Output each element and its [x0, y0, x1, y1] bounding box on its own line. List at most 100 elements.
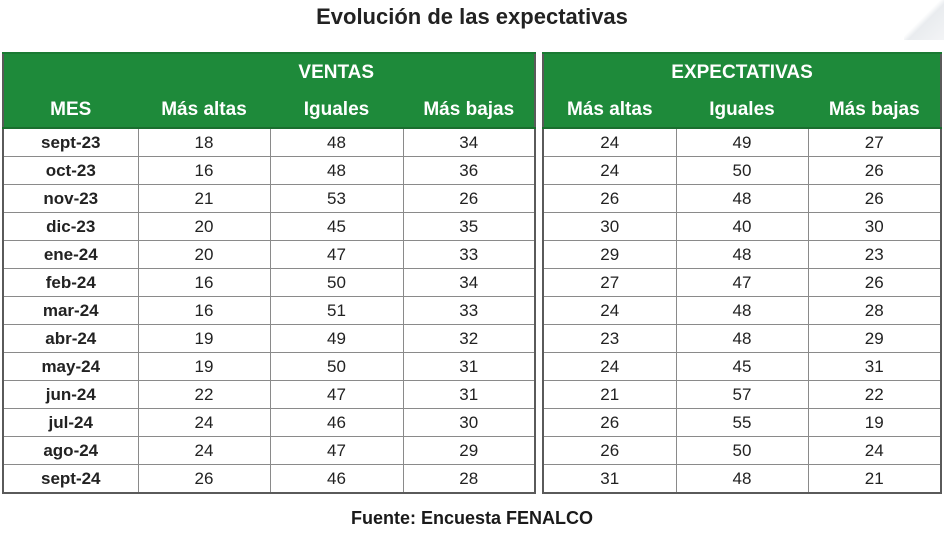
expectativas-mas-bajas-cell: 24 — [807, 436, 942, 465]
mes-column-header: MES — [2, 92, 139, 129]
ventas-mas-bajas-cell: 30 — [402, 408, 536, 437]
ventas-mas-bajas-cell: 34 — [402, 268, 536, 297]
ventas-iguales-cell: 46 — [269, 464, 404, 494]
ventas-mas-bajas-cell: 29 — [402, 436, 536, 465]
expectativas-table-row: 24 45 31 — [542, 352, 942, 381]
expectativas-mas-altas-cell: 24 — [542, 296, 677, 325]
expectativas-iguales-cell: 48 — [675, 324, 809, 353]
ventas-group-header: VENTAS — [137, 52, 536, 92]
expectativas-iguales-cell: 48 — [675, 464, 809, 494]
expectativas-table-row: 30 40 30 — [542, 212, 942, 241]
ventas-mas-altas-cell: 19 — [137, 324, 271, 353]
ventas-table-row: may-24 19 50 31 — [2, 352, 536, 381]
ventas-mas-bajas-cell: 32 — [402, 324, 536, 353]
ventas-iguales-cell: 50 — [269, 352, 404, 381]
expectativas-mas-altas-cell: 23 — [542, 324, 677, 353]
ventas-iguales-cell: 47 — [269, 380, 404, 409]
month-cell: mar-24 — [2, 296, 139, 325]
expectativas-table-row: 31 48 21 — [542, 464, 942, 494]
ventas-mas-bajas-cell: 31 — [402, 352, 536, 381]
month-cell: sept-24 — [2, 464, 139, 494]
ventas-mas-altas-cell: 26 — [137, 464, 271, 494]
expectativas-mas-altas-cell: 24 — [542, 352, 677, 381]
expectativas-iguales-cell: 47 — [675, 268, 809, 297]
month-cell: ene-24 — [2, 240, 139, 269]
expectativas-mas-bajas-cell: 29 — [807, 324, 942, 353]
ventas-mas-bajas-cell: 36 — [402, 156, 536, 185]
ventas-table-row: abr-24 19 49 32 — [2, 324, 536, 353]
ventas-table-row: sept-23 18 48 34 — [2, 127, 536, 157]
expectativas-iguales-cell: 57 — [675, 380, 809, 409]
expectativas-mas-bajas-cell: 26 — [807, 268, 942, 297]
ventas-mas-altas-cell: 16 — [137, 296, 271, 325]
ventas-mas-altas-cell: 24 — [137, 408, 271, 437]
ventas-iguales-cell: 53 — [269, 184, 404, 213]
expectativas-iguales-cell: 40 — [675, 212, 809, 241]
ventas-mas-altas-cell: 16 — [137, 156, 271, 185]
expectativas-mas-altas-cell: 26 — [542, 184, 677, 213]
expectativas-table-row: 24 50 26 — [542, 156, 942, 185]
expectativas-col-header-mas-bajas: Más bajas — [807, 92, 942, 129]
expectativas-table-row: 21 57 22 — [542, 380, 942, 409]
expectativas-mas-altas-cell: 21 — [542, 380, 677, 409]
ventas-iguales-cell: 50 — [269, 268, 404, 297]
ventas-mas-bajas-cell: 35 — [402, 212, 536, 241]
month-cell: feb-24 — [2, 268, 139, 297]
expectativas-table-row: 24 48 28 — [542, 296, 942, 325]
ventas-mas-bajas-cell: 28 — [402, 464, 536, 494]
expectativas-table-row: 29 48 23 — [542, 240, 942, 269]
expectativas-mas-bajas-cell: 30 — [807, 212, 942, 241]
expectativas-mas-bajas-cell: 28 — [807, 296, 942, 325]
source-note: Fuente: Encuesta FENALCO — [350, 508, 594, 528]
expectativas-col-header-iguales: Iguales — [675, 92, 809, 129]
ventas-mas-altas-cell: 16 — [137, 268, 271, 297]
ventas-mas-bajas-cell: 31 — [402, 380, 536, 409]
ventas-mas-altas-cell: 22 — [137, 380, 271, 409]
expectativas-mas-altas-cell: 26 — [542, 436, 677, 465]
ventas-iguales-cell: 48 — [269, 156, 404, 185]
month-cell: sept-23 — [2, 127, 139, 157]
ventas-iguales-cell: 45 — [269, 212, 404, 241]
ventas-mas-altas-cell: 24 — [137, 436, 271, 465]
expectativas-table-row: 23 48 29 — [542, 324, 942, 353]
ventas-col-header-iguales: Iguales — [269, 92, 404, 129]
expectativas-table: EXPECTATIVAS Más altas Iguales Más bajas… — [542, 52, 943, 494]
expectativas-mas-bajas-cell: 27 — [807, 127, 942, 157]
expectativas-iguales-cell: 49 — [675, 127, 809, 157]
ventas-table-body: sept-23 18 48 34 oct-23 16 48 36 nov-23 21 53 26 dic… — [2, 127, 536, 494]
expectativas-iguales-cell: 48 — [675, 296, 809, 325]
ventas-mas-altas-cell: 20 — [137, 240, 271, 269]
month-cell: jul-24 — [2, 408, 139, 437]
expectativas-table-row: 26 50 24 — [542, 436, 942, 465]
expectativas-mas-bajas-cell: 26 — [807, 184, 942, 213]
expectativas-iguales-cell: 48 — [675, 184, 809, 213]
expectativas-iguales-cell: 50 — [675, 156, 809, 185]
ventas-iguales-cell: 46 — [269, 408, 404, 437]
ventas-table-row: jul-24 24 46 30 — [2, 408, 536, 437]
ventas-mas-bajas-cell: 34 — [402, 127, 536, 157]
ventas-table-row: mar-24 16 51 33 — [2, 296, 536, 325]
ventas-table-row: dic-23 20 45 35 — [2, 212, 536, 241]
expectativas-group-header: EXPECTATIVAS — [542, 52, 942, 92]
expectativas-mas-bajas-cell: 19 — [807, 408, 942, 437]
ventas-table-row: ago-24 24 47 29 — [2, 436, 536, 465]
expectativas-mas-bajas-cell: 26 — [807, 156, 942, 185]
ventas-col-header-mas-altas: Más altas — [137, 92, 271, 129]
ventas-iguales-cell: 47 — [269, 240, 404, 269]
expectativas-col-header-mas-altas: Más altas — [542, 92, 677, 129]
ventas-mas-altas-cell: 20 — [137, 212, 271, 241]
expectativas-mas-altas-cell: 26 — [542, 408, 677, 437]
ventas-table-row: sept-24 26 46 28 — [2, 464, 536, 494]
month-cell: oct-23 — [2, 156, 139, 185]
expectativas-mas-altas-cell: 24 — [542, 156, 677, 185]
corner-decoration — [904, 0, 944, 40]
expectativas-mas-altas-cell: 29 — [542, 240, 677, 269]
ventas-mas-bajas-cell: 33 — [402, 296, 536, 325]
expectativas-mas-altas-cell: 24 — [542, 127, 677, 157]
ventas-mas-altas-cell: 18 — [137, 127, 271, 157]
expectativas-table-body: 24 49 27 24 50 26 26 48 26 30 40 30 29 48 23 27 47 26 24 48… — [542, 127, 942, 494]
ventas-table-row: jun-24 22 47 31 — [2, 380, 536, 409]
month-cell: nov-23 — [2, 184, 139, 213]
month-cell: ago-24 — [2, 436, 139, 465]
expectativas-mas-altas-cell: 30 — [542, 212, 677, 241]
